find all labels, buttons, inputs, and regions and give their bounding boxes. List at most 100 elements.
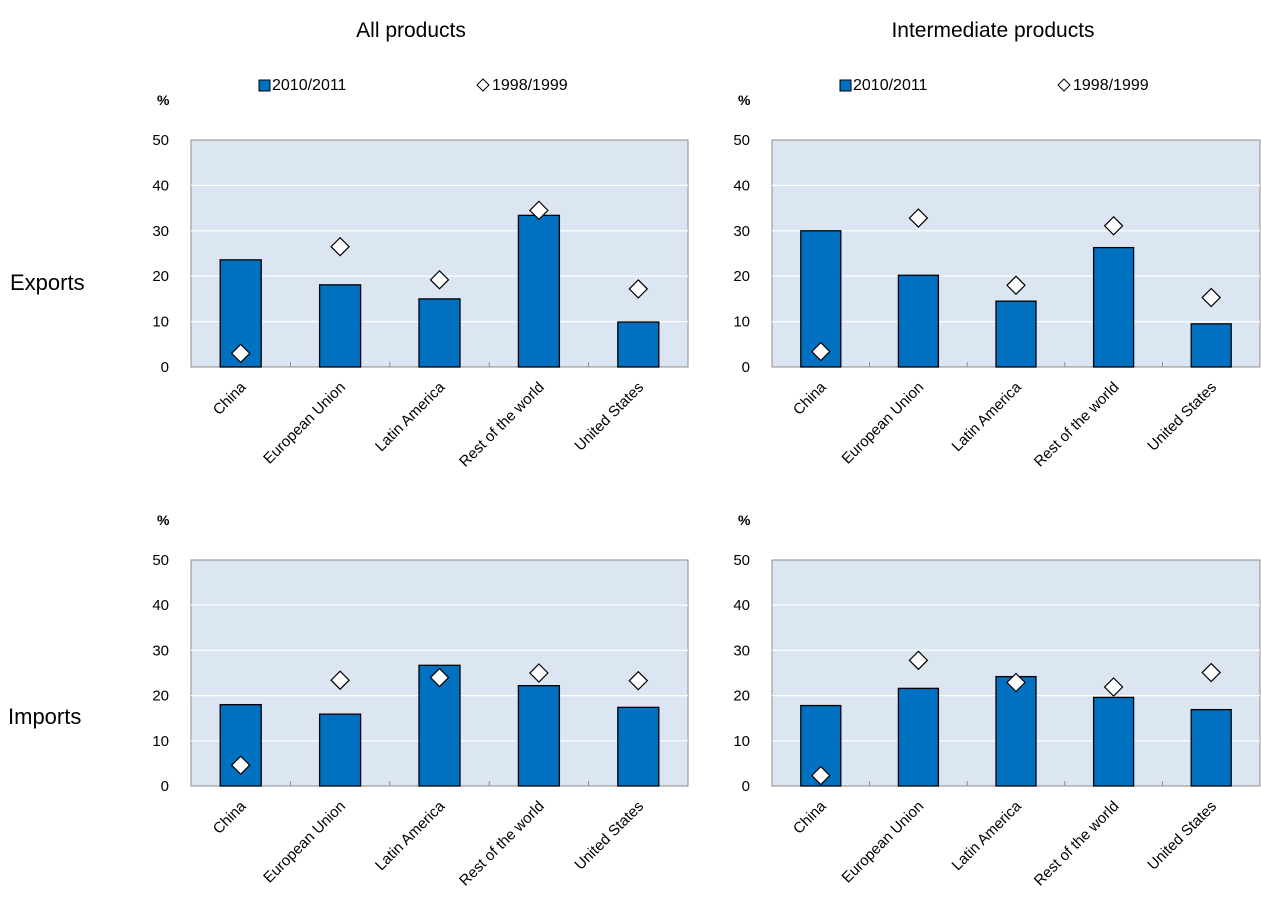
legend-label-diamond: 1998/1999 xyxy=(492,77,568,94)
category-label-rest-of-the-world: Rest of the world xyxy=(1031,798,1123,890)
marker-1998-1999-european-union xyxy=(908,650,929,671)
marker-1998-1999-rest-of-the-world xyxy=(1103,677,1124,697)
bar-2010-2011-european-union xyxy=(897,687,940,787)
marker-1998-1999-european-union xyxy=(330,670,350,691)
category-label-latin-america: Latin America xyxy=(372,797,449,874)
category-label-latin-america: Latin America xyxy=(949,797,1026,874)
y-tick-label: 40 xyxy=(152,597,169,614)
y-tick-label: 20 xyxy=(152,688,169,705)
marker-1998-1999-china xyxy=(230,343,251,364)
y-tick-label: 50 xyxy=(152,552,169,569)
bar-2010-2011-rest-of-the-world xyxy=(517,685,561,787)
y-unit-label: % xyxy=(157,92,170,108)
category-label-united-states: United States xyxy=(571,798,647,874)
y-unit-label: % xyxy=(157,512,170,528)
bar-2010-2011-united-states xyxy=(1190,708,1232,787)
marker-1998-1999-china xyxy=(810,341,831,362)
row-label-imports: Imports xyxy=(8,704,81,729)
y-tick-label: 10 xyxy=(733,314,750,331)
category-label-rest-of-the-world: Rest of the world xyxy=(456,379,548,471)
bar-2010-2011-latin-america xyxy=(418,298,461,368)
category-label-united-states: United States xyxy=(571,379,647,455)
marker-1998-1999-united-states xyxy=(1201,287,1222,308)
category-label-latin-america: Latin America xyxy=(949,378,1026,455)
bar-2010-2011-rest-of-the-world xyxy=(517,214,561,368)
bar-2010-2011-china xyxy=(219,259,262,368)
category-label-rest-of-the-world: Rest of the world xyxy=(1031,379,1123,471)
y-tick-label: 20 xyxy=(733,688,750,705)
column-title-intermediate-products: Intermediate products xyxy=(891,19,1094,42)
legend-label-bar: 2010/2011 xyxy=(853,77,928,94)
y-tick-label: 30 xyxy=(733,223,750,240)
marker-1998-1999-european-union xyxy=(908,208,929,228)
legend-swatch-bar xyxy=(258,79,271,92)
y-tick-label: 40 xyxy=(733,597,750,614)
marker-1998-1999-rest-of-the-world xyxy=(1103,215,1124,236)
y-tick-label: 50 xyxy=(733,132,750,149)
y-tick-label: 50 xyxy=(152,132,169,149)
chart-panel-exports-intermediate-products: 0 10 20 30 40 50% China European Union Latin Ame… xyxy=(733,77,1261,471)
marker-1998-1999-china xyxy=(810,765,831,786)
y-tick-label: 20 xyxy=(733,268,750,285)
y-tick-label: 10 xyxy=(733,733,750,750)
marker-1998-1999-latin-america xyxy=(1006,275,1026,296)
marker-1998-1999-united-states xyxy=(628,670,649,691)
y-tick-label: 10 xyxy=(152,733,169,750)
category-label-european-union: European Union xyxy=(260,379,349,468)
marker-1998-1999-china xyxy=(230,755,251,776)
y-tick-label: 30 xyxy=(152,223,169,240)
category-label-european-union: European Union xyxy=(839,379,928,468)
row-label-exports: Exports xyxy=(10,270,85,295)
y-tick-label: 20 xyxy=(152,268,169,285)
bar-2010-2011-latin-america xyxy=(995,300,1037,368)
marker-1998-1999-rest-of-the-world xyxy=(529,200,549,221)
y-tick-label: 40 xyxy=(733,177,750,194)
y-tick-label: 0 xyxy=(161,359,169,376)
y-tick-label: 0 xyxy=(161,778,169,795)
y-tick-label: 30 xyxy=(733,642,750,659)
marker-1998-1999-latin-america xyxy=(1006,672,1026,693)
legend-swatch-bar xyxy=(839,79,852,92)
marker-1998-1999-european-union xyxy=(330,236,350,257)
category-label-united-states: United States xyxy=(1144,379,1220,455)
category-label-european-union: European Union xyxy=(839,798,928,887)
bar-2010-2011-rest-of-the-world xyxy=(1092,246,1135,368)
bar-2010-2011-united-states xyxy=(617,321,660,368)
column-title-all-products: All products xyxy=(356,19,466,42)
category-label-china: China xyxy=(210,797,250,837)
category-label-united-states: United States xyxy=(1144,798,1220,874)
y-tick-label: 50 xyxy=(733,552,750,569)
bar-2010-2011-united-states xyxy=(617,706,660,787)
legend-label-diamond: 1998/1999 xyxy=(1073,77,1149,94)
y-tick-label: 0 xyxy=(742,778,750,795)
bar-2010-2011-latin-america xyxy=(995,675,1037,787)
category-label-european-union: European Union xyxy=(260,798,349,887)
bar-2010-2011-rest-of-the-world xyxy=(1092,696,1135,787)
y-tick-label: 0 xyxy=(742,359,750,376)
category-label-china: China xyxy=(210,378,250,418)
chart-panel-imports-intermediate-products: 0 10 20 30 40 50% China European Union Latin Ame… xyxy=(733,512,1261,890)
marker-1998-1999-united-states xyxy=(1201,662,1222,683)
category-label-latin-america: Latin America xyxy=(372,378,449,455)
legend-swatch-diamond xyxy=(476,78,490,92)
marker-1998-1999-united-states xyxy=(628,279,649,299)
chart-panel-imports-all-products: 0 10 20 30 40 50% China European Union Latin Ame… xyxy=(152,512,689,890)
chart-panel-exports-all-products: 0 10 20 30 40 50% China European Union Latin Ame… xyxy=(152,77,689,471)
legend-swatch-diamond xyxy=(1057,78,1071,92)
bar-2010-2011-european-union xyxy=(318,713,362,787)
y-tick-label: 30 xyxy=(152,642,169,659)
category-label-china: China xyxy=(790,797,830,837)
marker-1998-1999-latin-america xyxy=(429,269,450,290)
bar-2010-2011-european-union xyxy=(897,274,940,368)
category-label-rest-of-the-world: Rest of the world xyxy=(456,798,548,890)
y-tick-label: 40 xyxy=(152,177,169,194)
bar-2010-2011-european-union xyxy=(318,284,362,368)
category-label-china: China xyxy=(790,378,830,418)
y-unit-label: % xyxy=(738,92,751,108)
marker-1998-1999-latin-america xyxy=(429,667,450,688)
bar-2010-2011-united-states xyxy=(1190,323,1232,368)
y-tick-label: 10 xyxy=(152,314,169,331)
y-unit-label: % xyxy=(738,512,751,528)
